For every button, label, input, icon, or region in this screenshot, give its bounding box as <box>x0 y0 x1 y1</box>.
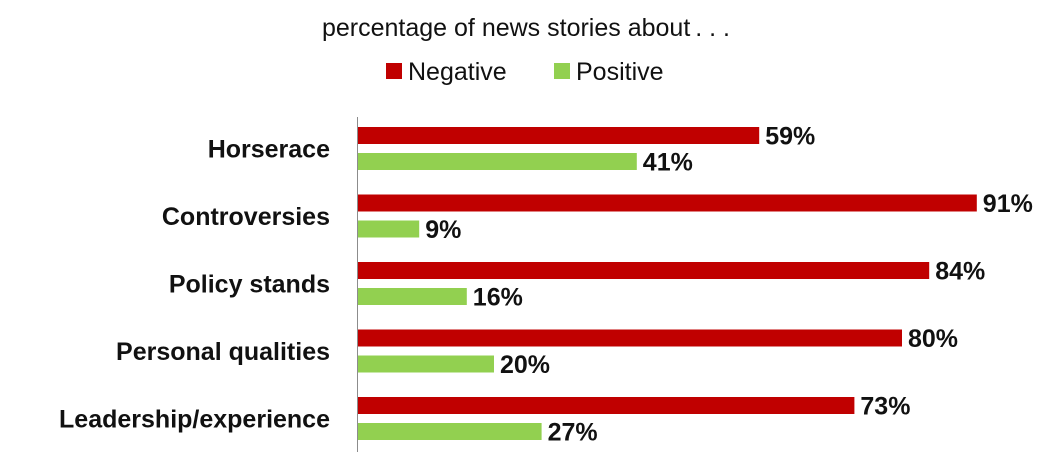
bar-negative-leadership-experience <box>358 397 855 414</box>
legend-label-positive: Positive <box>576 58 664 86</box>
legend-swatch-negative <box>386 63 402 79</box>
bar-negative-horserace <box>358 127 760 144</box>
legend: Negative Positive <box>386 58 664 86</box>
value-label-negative-personal-qualities: 80% <box>908 325 958 353</box>
bar-positive-policy-stands <box>358 288 467 305</box>
bars <box>358 127 977 440</box>
legend-swatch-positive <box>554 63 570 79</box>
bar-negative-policy-stands <box>358 262 930 279</box>
category-label-horserace: Horserace <box>208 136 330 164</box>
value-label-positive-horserace: 41% <box>643 149 693 177</box>
value-label-positive-leadership-experience: 27% <box>548 419 598 447</box>
value-label-positive-policy-stands: 16% <box>473 284 523 312</box>
value-label-negative-policy-stands: 84% <box>935 258 985 286</box>
category-label-policy-stands: Policy stands <box>169 271 330 299</box>
bar-positive-controversies <box>358 220 420 238</box>
chart-title: percentage of news stories about . . . <box>322 14 730 42</box>
value-labels: 59% 41% 91% 9% 84% 16% 80% 20% 73% 27% <box>425 123 1033 447</box>
bar-positive-leadership-experience <box>358 423 542 440</box>
value-label-negative-controversies: 91% <box>983 190 1033 218</box>
bar-negative-controversies <box>358 194 977 212</box>
bar-positive-personal-qualities <box>358 355 494 373</box>
value-label-negative-horserace: 59% <box>765 123 815 151</box>
category-label-controversies: Controversies <box>162 203 330 231</box>
bar-negative-personal-qualities <box>358 329 902 347</box>
value-label-positive-personal-qualities: 20% <box>500 351 550 379</box>
legend-label-negative: Negative <box>408 58 507 86</box>
value-label-negative-leadership-experience: 73% <box>860 393 910 421</box>
category-labels: Horserace Controversies Policy stands Perso… <box>59 136 330 434</box>
bar-positive-horserace <box>358 153 637 170</box>
value-label-positive-controversies: 9% <box>425 216 461 244</box>
category-label-personal-qualities: Personal qualities <box>116 338 330 366</box>
category-label-leadership-experience: Leadership/experience <box>59 406 330 434</box>
